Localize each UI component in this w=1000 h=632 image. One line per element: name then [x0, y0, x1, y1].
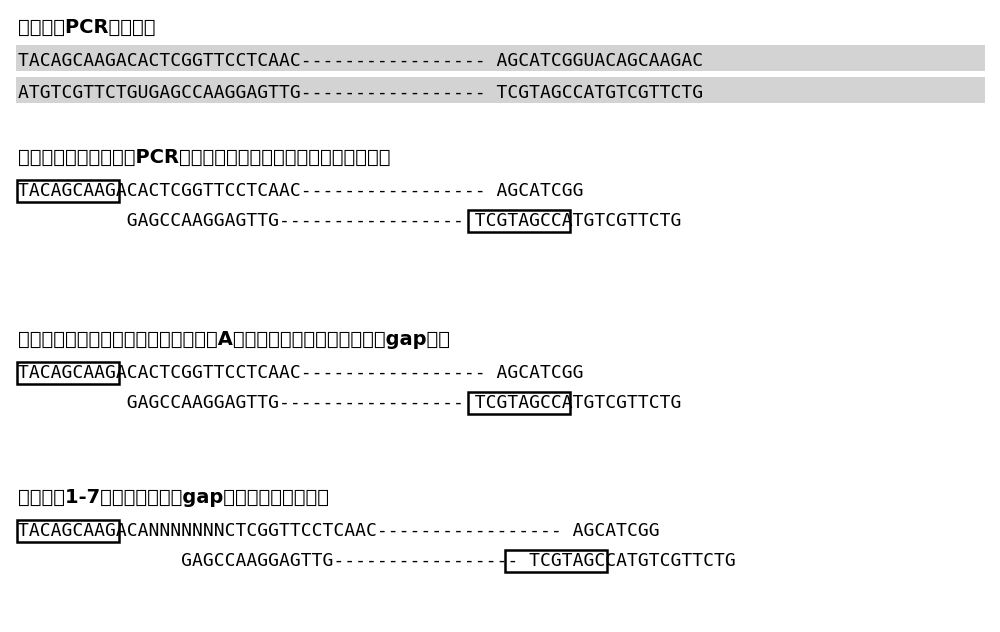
Text: GAGCCAAGGAGTTG----------------- TCGTAGCCATGTCGTTCTG: GAGCCAAGGAGTTG----------------- TCGTAGCC… — [18, 212, 681, 230]
Bar — [468, 392, 570, 414]
Text: ATGTCGTTCTGUGAGCCAAGGAGTTG----------------- TCGTAGCCATGTCGTTCTG: ATGTCGTTCTGUGAGCCAAGGAGTTG--------------… — [18, 84, 703, 102]
Text: TACAGCAAGACACTCGGTTCCTCAAC----------------- AGCATCGGUACAGCAAGAC: TACAGCAAGACACTCGGTTCCTCAAC--------------… — [18, 52, 703, 70]
Bar — [17, 180, 119, 202]
Bar — [16, 77, 985, 103]
Bar — [17, 362, 119, 384]
Text: TACAGCAAGACACTCGGTTCCTCAAC----------------- AGCATCGG: TACAGCAAGACACTCGGTTCCTCAAC--------------… — [18, 182, 584, 200]
Bar — [505, 550, 607, 572]
Text: 结构三：互补配对的粘性末端结构，其A碱基互补位置产生一个缺失（gap）：: 结构三：互补配对的粘性末端结构，其A碱基互补位置产生一个缺失（gap）： — [18, 330, 450, 349]
Text: 结构一：PCR产物结构: 结构一：PCR产物结构 — [18, 18, 156, 37]
Text: TACAGCAAGACACTCGGTTCCTCAAC----------------- AGCATCGG: TACAGCAAGACACTCGGTTCCTCAAC--------------… — [18, 364, 584, 382]
Bar — [468, 210, 570, 232]
Text: GAGCCAAGGAGTTG----------------- TCGTAGCCATGTCGTTCTG: GAGCCAAGGAGTTG----------------- TCGTAGCC… — [18, 394, 681, 412]
Bar — [17, 520, 119, 542]
Text: TACAGCAAGACANNNNNNNCTCGGTTCCTCAAC----------------- AGCATCGG: TACAGCAAGACANNNNNNNCTCGGTTCCTCAAC-------… — [18, 522, 660, 540]
Bar — [16, 45, 985, 71]
Text: 结构四：1-7个核苷酸缺失（gap）的粘性末端结构：: 结构四：1-7个核苷酸缺失（gap）的粘性末端结构： — [18, 488, 329, 507]
Text: 结构二：酶切结构一的PCR产物产生两端互补配对的粘性末端结构：: 结构二：酶切结构一的PCR产物产生两端互补配对的粘性末端结构： — [18, 148, 390, 167]
Text: GAGCCAAGGAGTTG----------------- TCGTAGCCATGTCGTTCTG: GAGCCAAGGAGTTG----------------- TCGTAGCC… — [18, 552, 736, 570]
